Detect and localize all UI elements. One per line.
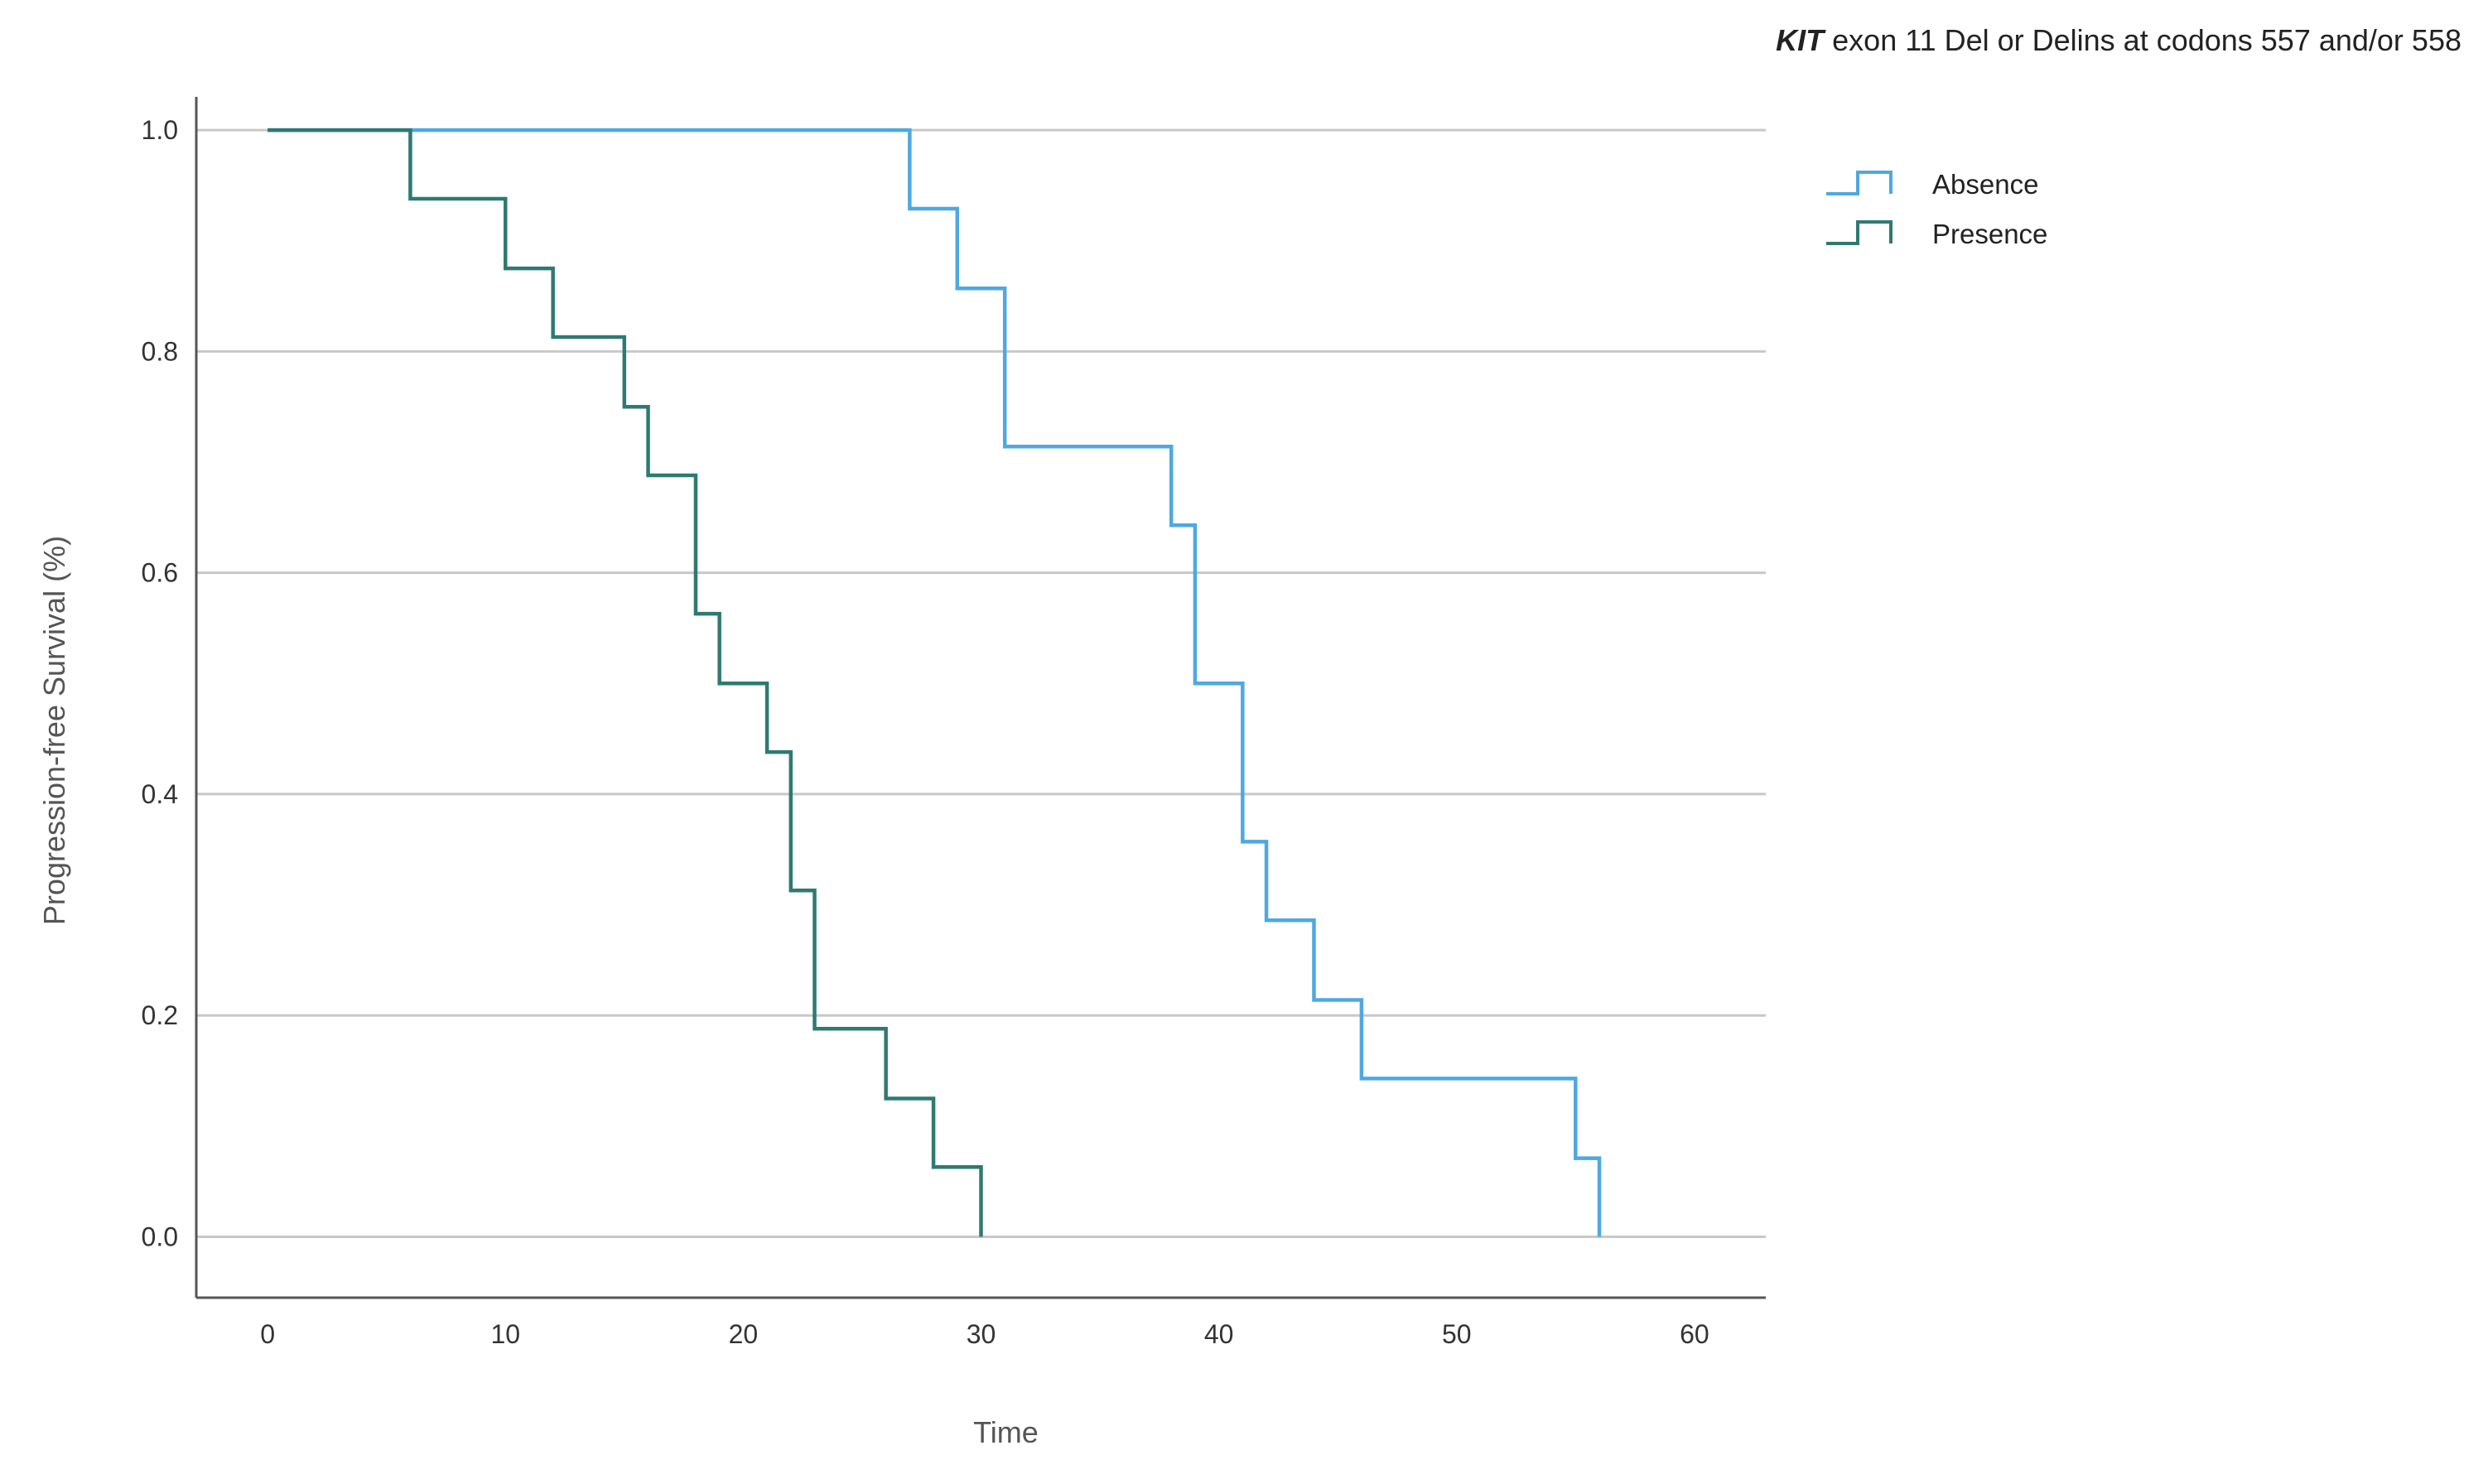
series-line-presence: [268, 128, 983, 1237]
y-tick-label: 0.4: [142, 779, 178, 809]
x-tick-label: 30: [967, 1319, 996, 1349]
x-tick-label: 50: [1442, 1319, 1472, 1349]
gridlines: [196, 128, 1766, 1238]
chart-title-rest: exon 11 Del or Delins at codons 557 and/…: [1824, 23, 2461, 57]
series-line-absence: [268, 128, 1602, 1237]
y-tick-label: 0.8: [142, 336, 178, 366]
legend: Absence Presence: [1826, 169, 2047, 249]
y-tick-label: 1.0: [142, 115, 178, 145]
legend-swatch-absence: [1826, 171, 1893, 195]
axes: 0.0 0.2 0.4 0.6 0.8 1.0 0 10 20 30 40 50 60: [142, 97, 1766, 1349]
x-tick-label: 20: [729, 1319, 759, 1349]
x-tick-label: 60: [1680, 1319, 1709, 1349]
x-tick-label: 10: [490, 1319, 520, 1349]
y-tick-label: 0.0: [142, 1221, 178, 1251]
x-tick-label: 0: [260, 1319, 275, 1349]
y-tick-label: 0.6: [142, 558, 178, 588]
legend-label-absence: Absence: [1932, 169, 2038, 200]
chart-title: KIT exon 11 Del or Delins at codons 557 …: [1776, 23, 2461, 58]
survival-curves: [268, 128, 1602, 1237]
x-axis-title: Time: [973, 1415, 1039, 1449]
chart-title-gene: KIT: [1776, 23, 1825, 57]
x-tick-label: 40: [1204, 1319, 1234, 1349]
y-tick-label: 0.2: [142, 1000, 178, 1030]
y-axis-title: Progression-free Survival (%): [37, 536, 71, 925]
legend-swatch-presence: [1826, 220, 1893, 245]
legend-label-presence: Presence: [1932, 219, 2047, 249]
